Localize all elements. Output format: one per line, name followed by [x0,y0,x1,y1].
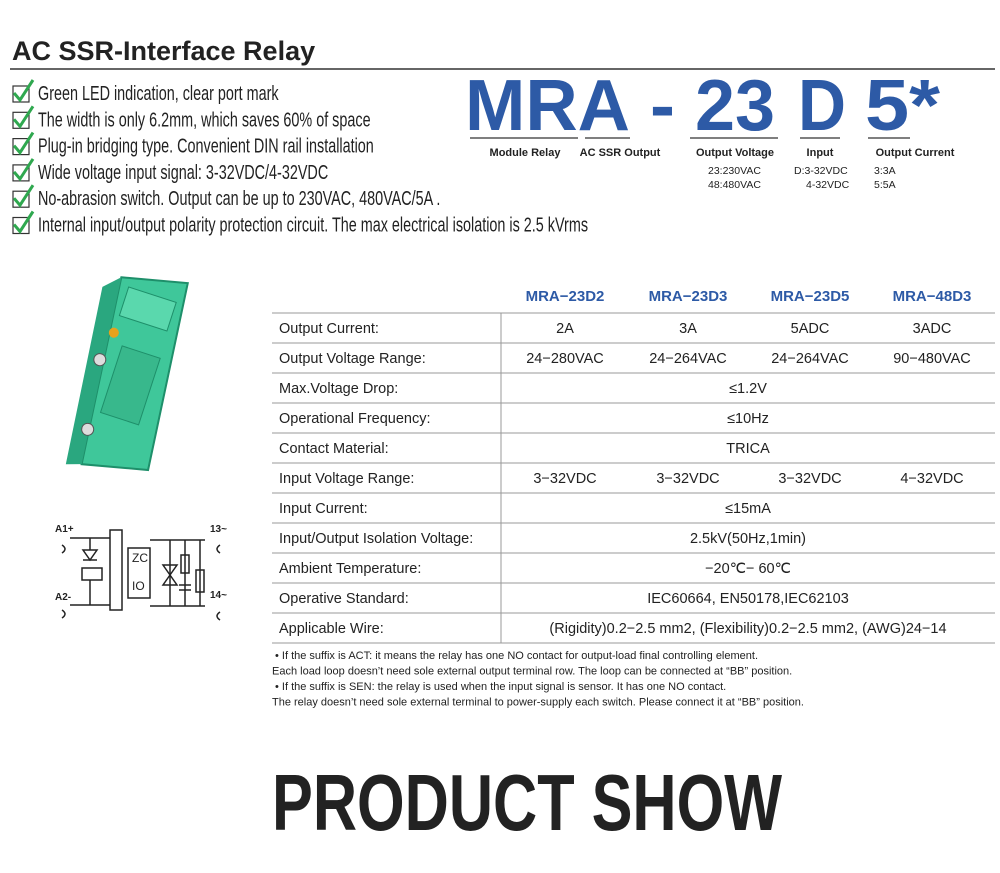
circuit-label: 13~ [210,524,227,535]
row-label: Applicable Wire: [279,621,384,637]
code-label: Input [807,147,834,159]
cell: −20℃− 60℃ [705,561,791,577]
note: The relay doesn’t need sole external ter… [272,697,804,709]
cell: 24−264VAC [649,351,727,367]
note: • If the suffix is ACT: it means the rel… [275,650,758,662]
check-mark [12,184,35,208]
circuit-diagram [61,529,221,621]
row-label: Input/Output Isolation Voltage: [279,531,473,547]
row-label: Input Current: [279,501,368,517]
code-label: Module Relay [490,147,562,159]
row-label: Output Voltage Range: [279,351,426,367]
code-option: 48:480VAC [708,179,761,191]
row-label: Operative Standard: [279,591,409,607]
note: Each load loop doesn’t need sole externa… [272,666,792,678]
cell: 4−32VDC [900,471,963,487]
code-label: Output Current [876,147,955,159]
feature-item: Internal input/output polarity protectio… [38,213,588,236]
cell: 24−280VAC [526,351,604,367]
row-label: Operational Frequency: [279,411,431,427]
feature-item: Wide voltage input signal: 3-32VDC/4-32V… [38,161,328,184]
note: • If the suffix is SEN: the relay is use… [275,681,726,693]
check-mark [12,79,35,103]
column-header: MRA−23D5 [771,288,850,305]
cell: 24−264VAC [771,351,849,367]
cell: 3−32VDC [778,471,841,487]
model-code-part: 23 [695,66,775,146]
cell: ≤10Hz [727,411,769,427]
cell: (Rigidity)0.2−2.5 mm2, (Flexibility)0.2−… [549,621,946,637]
check-mark [12,105,35,129]
cell: 3−32VDC [533,471,596,487]
section-title: PRODUCT SHOW [272,758,782,847]
feature-text: Wide voltage input signal: 3-32VDC/4-32V… [38,161,328,184]
spec-table: MRA−23D2 MRA−23D3 MRA−23D5 MRA−48D3 Output C… [272,288,995,644]
feature-text: Plug-in bridging type. Convenient DIN ra… [38,134,374,157]
row-label: Max.Voltage Drop: [279,381,398,397]
column-header: MRA−23D2 [526,288,605,305]
cell: ≤15mA [725,501,771,517]
cell: 5ADC [791,321,830,337]
circuit-labels: A1+ A2- 13~ 14~ ZC IO [55,524,227,603]
product-image [65,276,189,472]
row-label: Ambient Temperature: [279,561,421,577]
column-header: MRA−23D3 [649,288,728,305]
cell: 3A [679,321,697,337]
feature-item: No-abrasion switch. Output can be up to … [38,187,440,210]
circuit-label: A1+ [55,524,74,535]
feature-text: No-abrasion switch. Output can be up to … [38,187,440,210]
row-label: Contact Material: [279,441,389,457]
model-code-part: 5* [865,66,940,146]
check-mark [12,131,35,156]
cell: 3ADC [913,321,952,337]
feature-text: The width is only 6.2mm, which saves 60%… [38,108,371,131]
cell: IEC60664, EN50178,IEC62103 [647,591,849,607]
model-code-part: - [650,66,675,146]
code-label: AC SSR Output [580,147,661,159]
feature-text: Green LED indication, clear port mark [38,82,279,105]
feature-item: Green LED indication, clear port mark [38,82,279,105]
model-code-part: D [798,66,846,146]
feature-list: Green LED indication, clear port mark The… [12,79,588,236]
model-code-part: MRA [465,66,630,146]
cell: 3−32VDC [656,471,719,487]
feature-item: Plug-in bridging type. Convenient DIN ra… [38,134,374,157]
code-option: 5:5A [874,179,896,191]
cell: 90−480VAC [893,351,971,367]
check-mark [12,158,35,182]
page-title: AC SSR-Interface Relay [12,36,315,66]
cell: 2.5kV(50Hz,1min) [690,531,806,547]
code-option: 4-32VDC [806,179,850,191]
feature-item: The width is only 6.2mm, which saves 60%… [38,108,371,131]
circuit-label: A2- [55,592,71,603]
cell: ≤1.2V [729,381,767,397]
notes: • If the suffix is ACT: it means the rel… [272,650,804,709]
row-label: Input Voltage Range: [279,471,414,487]
column-header: MRA−48D3 [893,288,972,305]
circuit-label: IO [132,579,145,593]
code-label: Output Voltage [696,147,774,159]
circuit-label: 14~ [210,590,227,601]
code-option: 3:3A [874,165,896,177]
check-mark [12,210,35,234]
code-option: 23:230VAC [708,165,761,177]
circuit-label: ZC [132,551,148,565]
cell: 2A [556,321,574,337]
cell: TRICA [726,441,770,457]
row-label: Output Current: [279,321,379,337]
code-option: D:3-32VDC [794,165,848,177]
feature-text: Internal input/output polarity protectio… [38,213,588,236]
